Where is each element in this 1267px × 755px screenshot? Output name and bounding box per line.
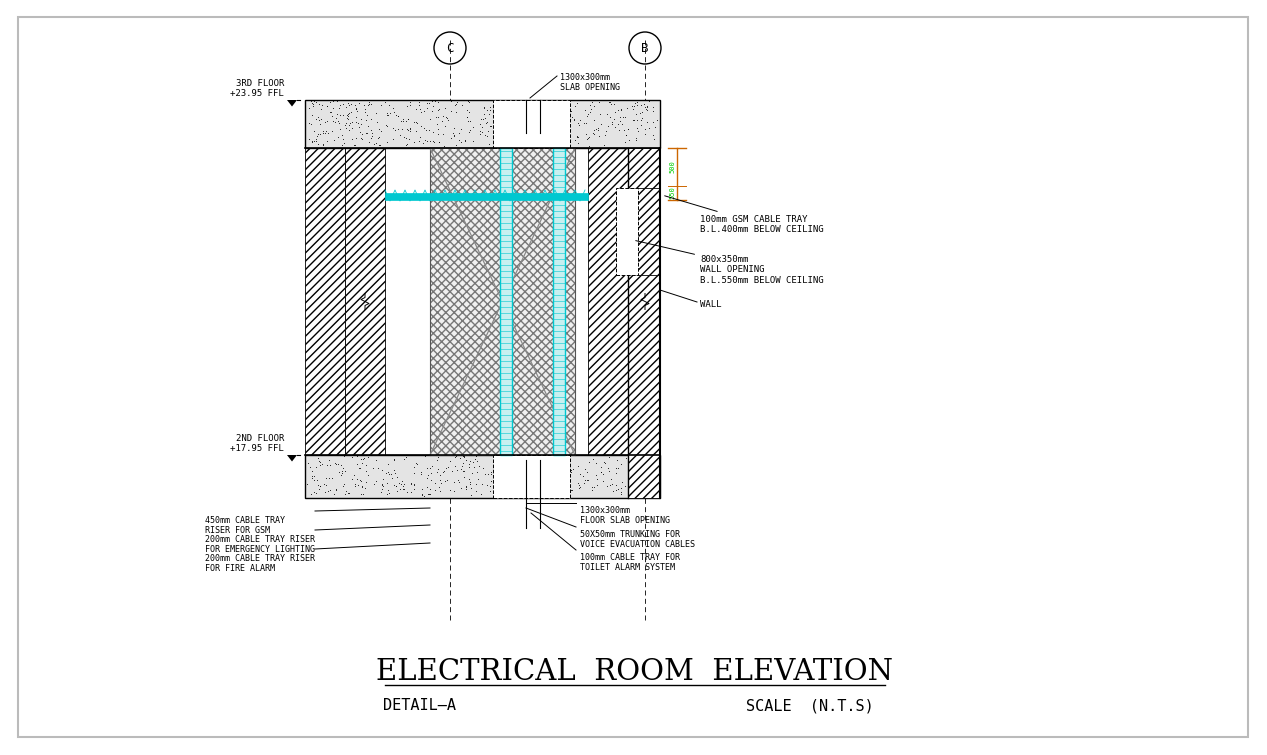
Text: 2ND FLOOR
+17.95 FFL: 2ND FLOOR +17.95 FFL — [231, 433, 284, 453]
Bar — [628, 148, 660, 498]
Bar — [305, 148, 345, 498]
Text: 100mm CABLE TRAY FOR
TOILET ALARM SYSTEM: 100mm CABLE TRAY FOR TOILET ALARM SYSTEM — [580, 553, 680, 572]
Bar — [588, 148, 628, 498]
Bar — [493, 455, 570, 498]
Bar — [430, 148, 575, 455]
Text: 500: 500 — [669, 161, 675, 174]
Polygon shape — [288, 100, 296, 106]
Text: ELECTRICAL  ROOM  ELEVATION: ELECTRICAL ROOM ELEVATION — [375, 658, 892, 686]
Text: B: B — [641, 42, 649, 54]
Text: WALL: WALL — [699, 300, 721, 309]
Bar — [305, 455, 660, 498]
Bar — [616, 188, 639, 275]
Text: DETAIL–A: DETAIL–A — [384, 698, 456, 713]
Text: 3RD FLOOR
+23.95 FFL: 3RD FLOOR +23.95 FFL — [231, 79, 284, 98]
Bar — [345, 148, 385, 498]
Text: 50X50mm TRUNKING FOR
VOICE EVACUATION CABLES: 50X50mm TRUNKING FOR VOICE EVACUATION CA… — [580, 530, 696, 550]
Text: 1300x300mm
SLAB OPENING: 1300x300mm SLAB OPENING — [560, 73, 620, 92]
Bar — [305, 100, 660, 148]
Text: C: C — [446, 42, 454, 54]
Text: 200mm CABLE TRAY RISER
FOR EMERGENCY LIGHTING: 200mm CABLE TRAY RISER FOR EMERGENCY LIG… — [205, 535, 315, 554]
Bar — [628, 275, 660, 498]
Text: 550: 550 — [669, 186, 675, 199]
Text: 100mm GSM CABLE TRAY
B.L.400mm BELOW CEILING: 100mm GSM CABLE TRAY B.L.400mm BELOW CEI… — [665, 196, 824, 234]
Text: SCALE  (N.T.S): SCALE (N.T.S) — [746, 698, 874, 713]
Bar — [500, 148, 512, 455]
Bar — [552, 148, 565, 455]
Bar — [628, 148, 660, 188]
Text: 200mm CABLE TRAY RISER
FOR FIRE ALARM: 200mm CABLE TRAY RISER FOR FIRE ALARM — [205, 554, 315, 573]
Bar — [385, 193, 588, 200]
Text: 450mm CABLE TRAY
RISER FOR GSM: 450mm CABLE TRAY RISER FOR GSM — [205, 516, 285, 535]
Bar — [493, 100, 570, 148]
Text: 800x350mm
WALL OPENING
B.L.550mm BELOW CEILING: 800x350mm WALL OPENING B.L.550mm BELOW C… — [636, 241, 824, 285]
Text: 1300x300mm
FLOOR SLAB OPENING: 1300x300mm FLOOR SLAB OPENING — [580, 506, 670, 525]
Polygon shape — [288, 455, 296, 461]
